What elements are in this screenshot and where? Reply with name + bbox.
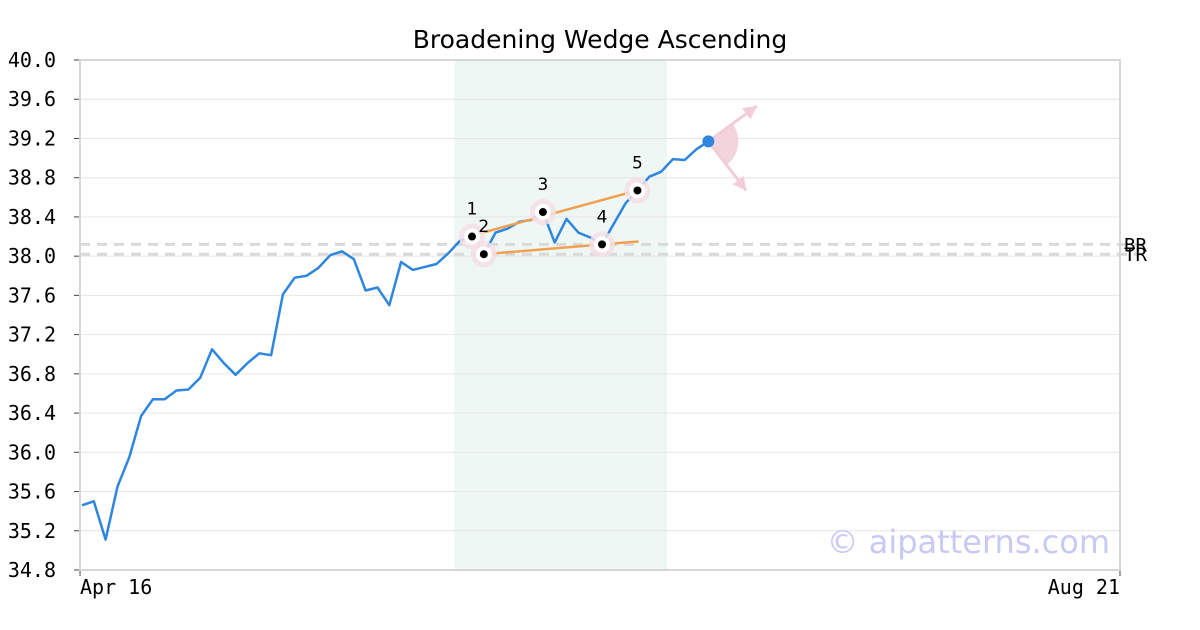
y-tick-label: 40.0	[8, 48, 56, 72]
y-tick-label: 37.6	[8, 283, 56, 307]
plot-frame	[79, 59, 1121, 571]
pattern-point-label: 4	[597, 207, 608, 227]
x-tick-label: Aug 21	[1048, 575, 1120, 599]
y-tick-label: 39.2	[8, 126, 56, 150]
pattern-points: 12 3 4 5	[459, 153, 651, 268]
y-tick-label: 37.2	[8, 323, 56, 347]
y-tick-label: 35.6	[8, 480, 56, 504]
y-tick-label: 36.4	[8, 401, 56, 425]
y-tick-label: 39.6	[8, 87, 56, 111]
pattern-highlight-region	[454, 60, 667, 570]
y-axis-ticks: 40.0 39.6 39.2 38.8 38.4 38.0 37.6 37.2 36.8 36.4…	[8, 48, 80, 582]
y-tick-label: 38.0	[8, 244, 56, 268]
highlight-rect	[454, 60, 667, 570]
projection-arrow-head	[732, 175, 747, 191]
pattern-point-label: 1	[467, 200, 478, 220]
pattern-point-marker	[598, 240, 606, 249]
y-tick-label: 36.8	[8, 362, 56, 386]
reference-label: TR	[1124, 244, 1147, 266]
pattern-point-label: 3	[537, 175, 548, 195]
projection-arrow-head	[742, 106, 757, 120]
y-tick-label: 34.8	[8, 558, 56, 582]
y-tick-label: 35.2	[8, 519, 56, 543]
x-tick-label: Apr 16	[80, 575, 152, 599]
last-price-point	[702, 135, 715, 148]
pattern-point-marker	[538, 208, 547, 217]
pattern-point-marker	[633, 186, 642, 195]
y-tick-label: 36.0	[8, 440, 56, 464]
x-axis-ticks: Apr 16 Aug 21	[79, 570, 1121, 599]
pattern-point-marker	[479, 250, 488, 259]
watermark: © aipatterns.com	[827, 523, 1110, 561]
projection	[702, 104, 758, 192]
pattern-point-label: 5	[632, 153, 643, 173]
y-tick-label: 38.4	[8, 205, 56, 229]
chart-title: Broadening Wedge Ascending	[413, 25, 788, 54]
projection-wedge	[708, 123, 739, 166]
reference-label: BR	[1124, 234, 1147, 256]
y-tick-label: 38.8	[8, 166, 56, 190]
pattern-point-marker	[468, 232, 476, 241]
pattern-point-label: 2	[478, 217, 489, 237]
